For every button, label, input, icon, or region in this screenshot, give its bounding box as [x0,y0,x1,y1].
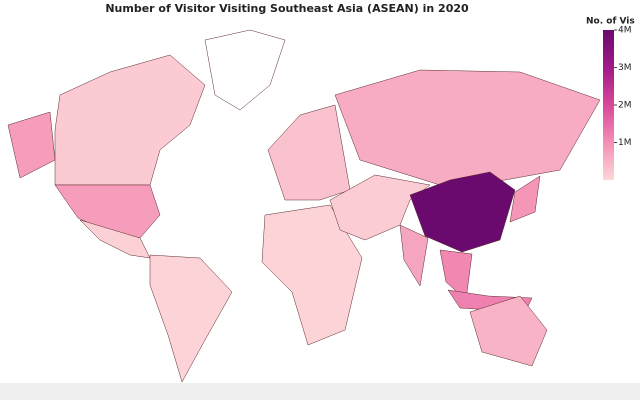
countries [7,54,601,383]
colorbar-title: No. of Vis [586,17,635,27]
colorbar-ticks: 1M 2M 3M 4M [614,26,632,148]
country [79,219,151,259]
colorbar-tick-label: 2M [618,101,632,111]
country [329,174,431,241]
colorbar-tick-label: 3M [618,63,632,73]
country [399,224,429,287]
modebar [0,383,640,400]
map-title: Number of Visitor Visiting Southeast Asi… [105,2,469,15]
country [334,69,601,186]
colorbar [603,30,614,180]
country [509,175,541,223]
colorbar-tick-label: 4M [618,26,632,36]
no-data-land [204,29,286,111]
country [7,111,56,179]
country [469,295,548,367]
country [149,254,233,383]
colorbar-tick-label: 1M [618,138,632,148]
country [409,171,516,253]
